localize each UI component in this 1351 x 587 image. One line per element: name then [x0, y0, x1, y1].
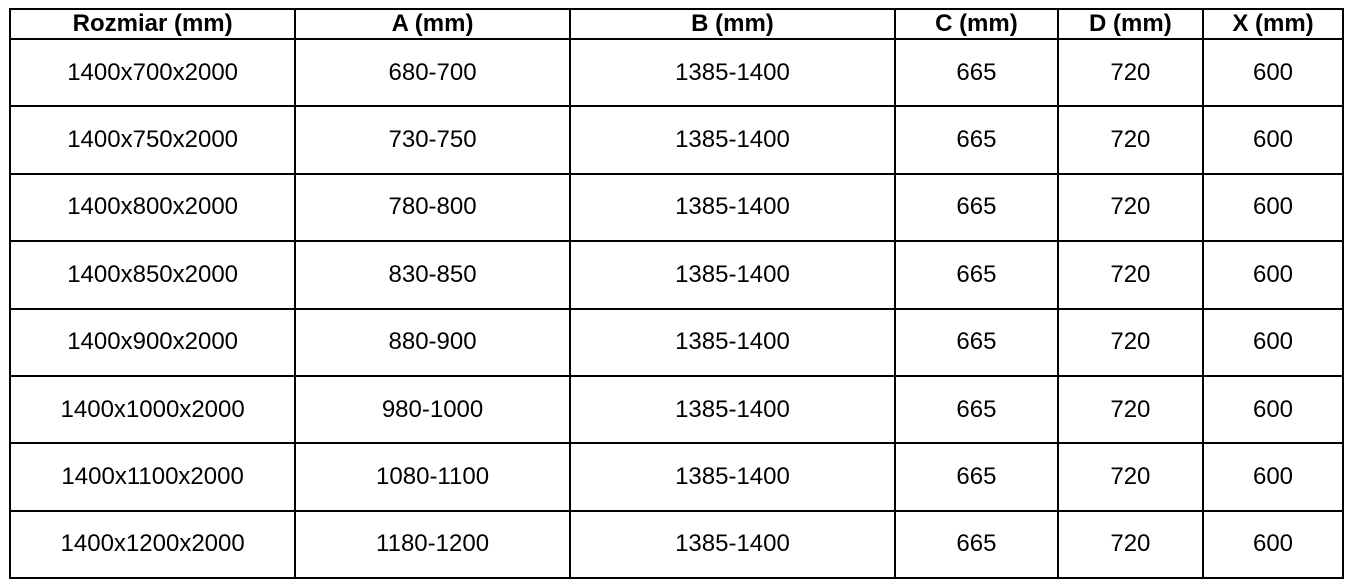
- cell-rozmiar: 1400x1000x2000: [8, 374, 297, 445]
- table-header: Rozmiar (mm) A (mm) B (mm) C (mm) D (mm) X (m…: [8, 8, 1344, 40]
- cell-x: 600: [1202, 442, 1344, 512]
- cell-x: 600: [1202, 374, 1344, 445]
- cell-c: 665: [894, 37, 1059, 108]
- cell-b: 1385-1400: [568, 37, 897, 108]
- table-row: 1400x800x2000 780-800 1385-1400 665 720 600: [8, 172, 1344, 243]
- table-row: 1400x900x2000 880-900 1385-1400 665 720 600: [8, 307, 1344, 377]
- cell-a: 730-750: [294, 105, 571, 175]
- cell-b: 1385-1400: [568, 374, 897, 445]
- cell-x: 600: [1202, 509, 1344, 580]
- cell-c: 665: [894, 307, 1059, 377]
- cell-d: 720: [1056, 240, 1205, 310]
- size-spec-table-container: Rozmiar (mm) A (mm) B (mm) C (mm) D (mm) X (m…: [8, 8, 1344, 580]
- table-row: 1400x750x2000 730-750 1385-1400 665 720 600: [8, 105, 1344, 175]
- cell-c: 665: [894, 442, 1059, 512]
- cell-c: 665: [894, 509, 1059, 580]
- table-row: 1400x1100x2000 1080-1100 1385-1400 665 720 60…: [8, 442, 1344, 512]
- cell-b: 1385-1400: [568, 307, 897, 377]
- cell-rozmiar: 1400x1200x2000: [8, 509, 297, 580]
- size-spec-table: Rozmiar (mm) A (mm) B (mm) C (mm) D (mm) X (m…: [8, 8, 1344, 580]
- cell-c: 665: [894, 105, 1059, 175]
- header-cell-b: B (mm): [568, 8, 897, 40]
- cell-d: 720: [1056, 172, 1205, 243]
- table-row: 1400x700x2000 680-700 1385-1400 665 720 600: [8, 37, 1344, 108]
- cell-b: 1385-1400: [568, 442, 897, 512]
- cell-d: 720: [1056, 105, 1205, 175]
- cell-a: 680-700: [294, 37, 571, 108]
- cell-b: 1385-1400: [568, 240, 897, 310]
- table-body: 1400x700x2000 680-700 1385-1400 665 720 600 14…: [8, 37, 1344, 580]
- header-cell-rozmiar: Rozmiar (mm): [8, 8, 297, 40]
- cell-x: 600: [1202, 37, 1344, 108]
- cell-c: 665: [894, 172, 1059, 243]
- cell-a: 880-900: [294, 307, 571, 377]
- cell-a: 980-1000: [294, 374, 571, 445]
- cell-c: 665: [894, 240, 1059, 310]
- cell-x: 600: [1202, 307, 1344, 377]
- cell-d: 720: [1056, 374, 1205, 445]
- cell-b: 1385-1400: [568, 509, 897, 580]
- cell-x: 600: [1202, 172, 1344, 243]
- cell-a: 780-800: [294, 172, 571, 243]
- cell-d: 720: [1056, 37, 1205, 108]
- cell-x: 600: [1202, 240, 1344, 310]
- cell-d: 720: [1056, 442, 1205, 512]
- header-cell-a: A (mm): [294, 8, 571, 40]
- table-row: 1400x1200x2000 1180-1200 1385-1400 665 720 60…: [8, 509, 1344, 580]
- cell-a: 830-850: [294, 240, 571, 310]
- cell-d: 720: [1056, 307, 1205, 377]
- header-cell-c: C (mm): [894, 8, 1059, 40]
- cell-a: 1080-1100: [294, 442, 571, 512]
- header-cell-x: X (mm): [1202, 8, 1344, 40]
- table-row: 1400x850x2000 830-850 1385-1400 665 720 600: [8, 240, 1344, 310]
- cell-d: 720: [1056, 509, 1205, 580]
- cell-b: 1385-1400: [568, 105, 897, 175]
- header-cell-d: D (mm): [1056, 8, 1205, 40]
- cell-rozmiar: 1400x850x2000: [8, 240, 297, 310]
- cell-b: 1385-1400: [568, 172, 897, 243]
- cell-rozmiar: 1400x900x2000: [8, 307, 297, 377]
- cell-rozmiar: 1400x800x2000: [8, 172, 297, 243]
- cell-rozmiar: 1400x750x2000: [8, 105, 297, 175]
- cell-a: 1180-1200: [294, 509, 571, 580]
- cell-rozmiar: 1400x1100x2000: [8, 442, 297, 512]
- header-row: Rozmiar (mm) A (mm) B (mm) C (mm) D (mm) X (m…: [8, 8, 1344, 40]
- cell-c: 665: [894, 374, 1059, 445]
- cell-rozmiar: 1400x700x2000: [8, 37, 297, 108]
- cell-x: 600: [1202, 105, 1344, 175]
- table-row: 1400x1000x2000 980-1000 1385-1400 665 720 600: [8, 374, 1344, 445]
